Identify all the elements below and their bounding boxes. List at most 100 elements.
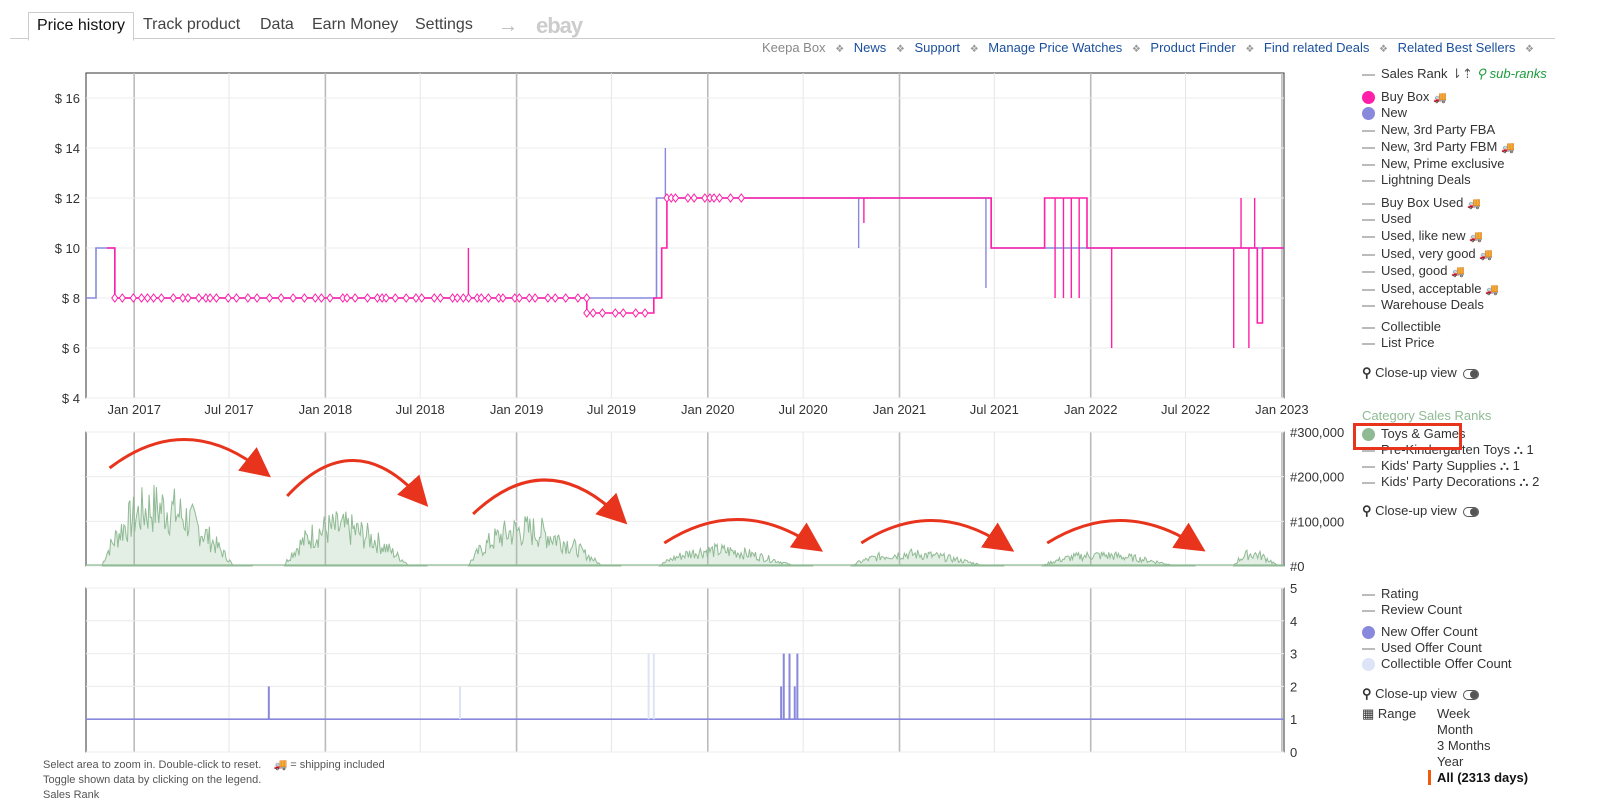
legend-warehouse[interactable]: Warehouse Deals	[1362, 297, 1484, 312]
buy-box-marker	[611, 308, 619, 318]
legend-lightning[interactable]: Lightning Deals	[1362, 172, 1471, 187]
legend-buy-box[interactable]: Buy Box 🚚	[1362, 89, 1447, 105]
buy-box-marker	[459, 293, 467, 303]
legend-list-price[interactable]: List Price	[1362, 335, 1434, 350]
legend-new-3p-fbm[interactable]: New, 3rd Party FBM 🚚	[1362, 139, 1515, 154]
y-tick-label: 2	[1290, 679, 1297, 694]
legend-new-prime[interactable]: New, Prime exclusive	[1362, 156, 1505, 171]
magnifier-icon: ⚲	[1362, 686, 1372, 701]
sub-ranks-link[interactable]: ⚲ sub-ranks	[1476, 66, 1547, 81]
buy-box-marker	[583, 308, 591, 318]
legend-kids-party-decorations[interactable]: Kids' Party Decorations ⛬ 2	[1362, 474, 1539, 490]
tab-data[interactable]: Data	[260, 16, 294, 33]
support-link[interactable]: Support	[914, 40, 961, 55]
truck-icon: 🚚	[1451, 266, 1465, 278]
buy-box-marker	[212, 293, 221, 303]
range-year[interactable]: Year	[1437, 754, 1464, 769]
related-best-sellers-link[interactable]: Related Best Sellers	[1397, 40, 1516, 55]
legend-used-offer-count[interactable]: Used Offer Count	[1362, 640, 1482, 655]
buy-box-marker	[149, 293, 158, 303]
sales-rank-area	[1232, 549, 1284, 567]
buy-box-marker	[157, 293, 166, 303]
buy-box-marker	[690, 193, 698, 203]
sales-rank-area	[658, 542, 814, 567]
buy-box-marker	[118, 293, 126, 303]
legend-used-acceptable[interactable]: Used, acceptable 🚚	[1362, 281, 1499, 296]
range-month[interactable]: Month	[1437, 722, 1474, 737]
y-tick-label: $ 12	[55, 191, 80, 206]
legend-kids-party-supplies[interactable]: Kids' Party Supplies ⛬ 1	[1362, 458, 1520, 474]
y-tick-label: #100,000	[1290, 514, 1344, 529]
tab-track-product[interactable]: Track product	[143, 16, 241, 33]
find-related-deals-link[interactable]: Find related Deals	[1263, 40, 1370, 55]
ebay-logo[interactable]: ebay	[536, 13, 583, 38]
legend-rating[interactable]: Rating	[1362, 586, 1419, 601]
legend-bb-used[interactable]: Buy Box Used 🚚	[1362, 195, 1481, 210]
range-3-months[interactable]: 3 Months	[1437, 738, 1491, 753]
buy-box-marker	[448, 293, 457, 303]
buy-box-marker	[143, 293, 152, 303]
legend-used-like-new[interactable]: Used, like new 🚚	[1362, 228, 1483, 243]
buy-box-marker	[737, 193, 745, 203]
news-link[interactable]: News	[853, 40, 887, 55]
legend-collectible-offer-count[interactable]: Collectible Offer Count	[1362, 656, 1512, 672]
y-tick-label: 4	[1290, 614, 1297, 629]
keepa-box-link[interactable]: Keepa Box	[761, 40, 826, 55]
annotation-arrow	[1046, 519, 1206, 552]
toggle-icon	[1462, 506, 1479, 517]
category-sales-ranks-heading: Category Sales Ranks	[1362, 408, 1492, 423]
range-all[interactable]: All (2313 days)	[1428, 770, 1528, 785]
footer-zoom-hint: Select area to zoom in. Double-click to …	[43, 759, 385, 771]
legend-review-count[interactable]: Review Count	[1362, 602, 1462, 617]
buy-box-marker	[453, 293, 461, 303]
buy-box-marker	[499, 293, 507, 303]
hierarchy-icon: ⛬	[1513, 442, 1523, 457]
y-tick-label: #300,000	[1290, 425, 1344, 440]
plot-frame	[85, 72, 1285, 399]
buy-box-marker	[477, 293, 485, 303]
x-tick-label: Jan 2021	[873, 402, 927, 417]
buy-box-marker	[589, 308, 597, 318]
closeup-toggle-rank[interactable]: ⚲ Close-up view	[1362, 503, 1479, 519]
buy-box-marker	[129, 293, 137, 303]
manage-price-watches-link[interactable]: Manage Price Watches	[988, 40, 1123, 55]
tab-bar: Price history Track product Data Earn Mo…	[10, 10, 1555, 41]
legend-new[interactable]: New	[1362, 105, 1407, 121]
product-finder-link[interactable]: Product Finder	[1150, 40, 1236, 55]
separator-icon: ❖	[1525, 44, 1534, 55]
buy-box-marker	[317, 293, 326, 303]
hierarchy-icon: ⛬	[1499, 458, 1509, 473]
y-tick-label: $ 14	[55, 141, 80, 156]
range-week[interactable]: Week	[1437, 706, 1470, 721]
legend-new-offer-count[interactable]: New Offer Count	[1362, 624, 1478, 640]
hierarchy-icon: ⛬	[1519, 474, 1529, 489]
tab-price-history[interactable]: Price history	[28, 12, 135, 41]
buy-box-marker	[671, 193, 680, 203]
legend-collectible[interactable]: Collectible	[1362, 319, 1441, 334]
legend-sales-rank[interactable]: Sales Rank ⇂⇡ ⚲ sub-ranks	[1362, 66, 1547, 82]
buy-box-marker	[343, 293, 351, 303]
toggle-icon	[1462, 368, 1479, 379]
tab-earn-money[interactable]: Earn Money	[312, 16, 399, 33]
legend-used-good[interactable]: Used, good 🚚	[1362, 263, 1465, 278]
truck-icon: 🚚	[1479, 249, 1493, 261]
footer-sales-rank: Sales Rank	[43, 789, 100, 801]
legend-new-3p-fba[interactable]: New, 3rd Party FBA	[1362, 122, 1495, 137]
closeup-toggle-offers[interactable]: ⚲ Close-up view	[1362, 686, 1479, 702]
buy-box-marker	[373, 293, 382, 303]
sort-icon[interactable]: ⇂⇡	[1451, 66, 1473, 81]
legend-used[interactable]: Used	[1362, 211, 1411, 226]
y-tick-label: $ 10	[55, 241, 80, 256]
buy-box-marker	[351, 293, 359, 303]
tab-settings[interactable]: Settings	[415, 16, 473, 33]
buy-box-marker	[710, 193, 718, 203]
legend-used-very-good[interactable]: Used, very good 🚚	[1362, 246, 1493, 261]
buy-box-marker	[544, 293, 552, 303]
legend-toys-games[interactable]: Toys & Games	[1362, 426, 1466, 442]
closeup-toggle-price[interactable]: ⚲ Close-up view	[1362, 365, 1479, 381]
x-tick-label: Jan 2017	[107, 402, 161, 417]
x-tick-label: Jan 2019	[490, 402, 544, 417]
footer-toggle-hint: Toggle shown data by clicking on the leg…	[43, 774, 262, 786]
buy-box-marker	[619, 308, 627, 318]
